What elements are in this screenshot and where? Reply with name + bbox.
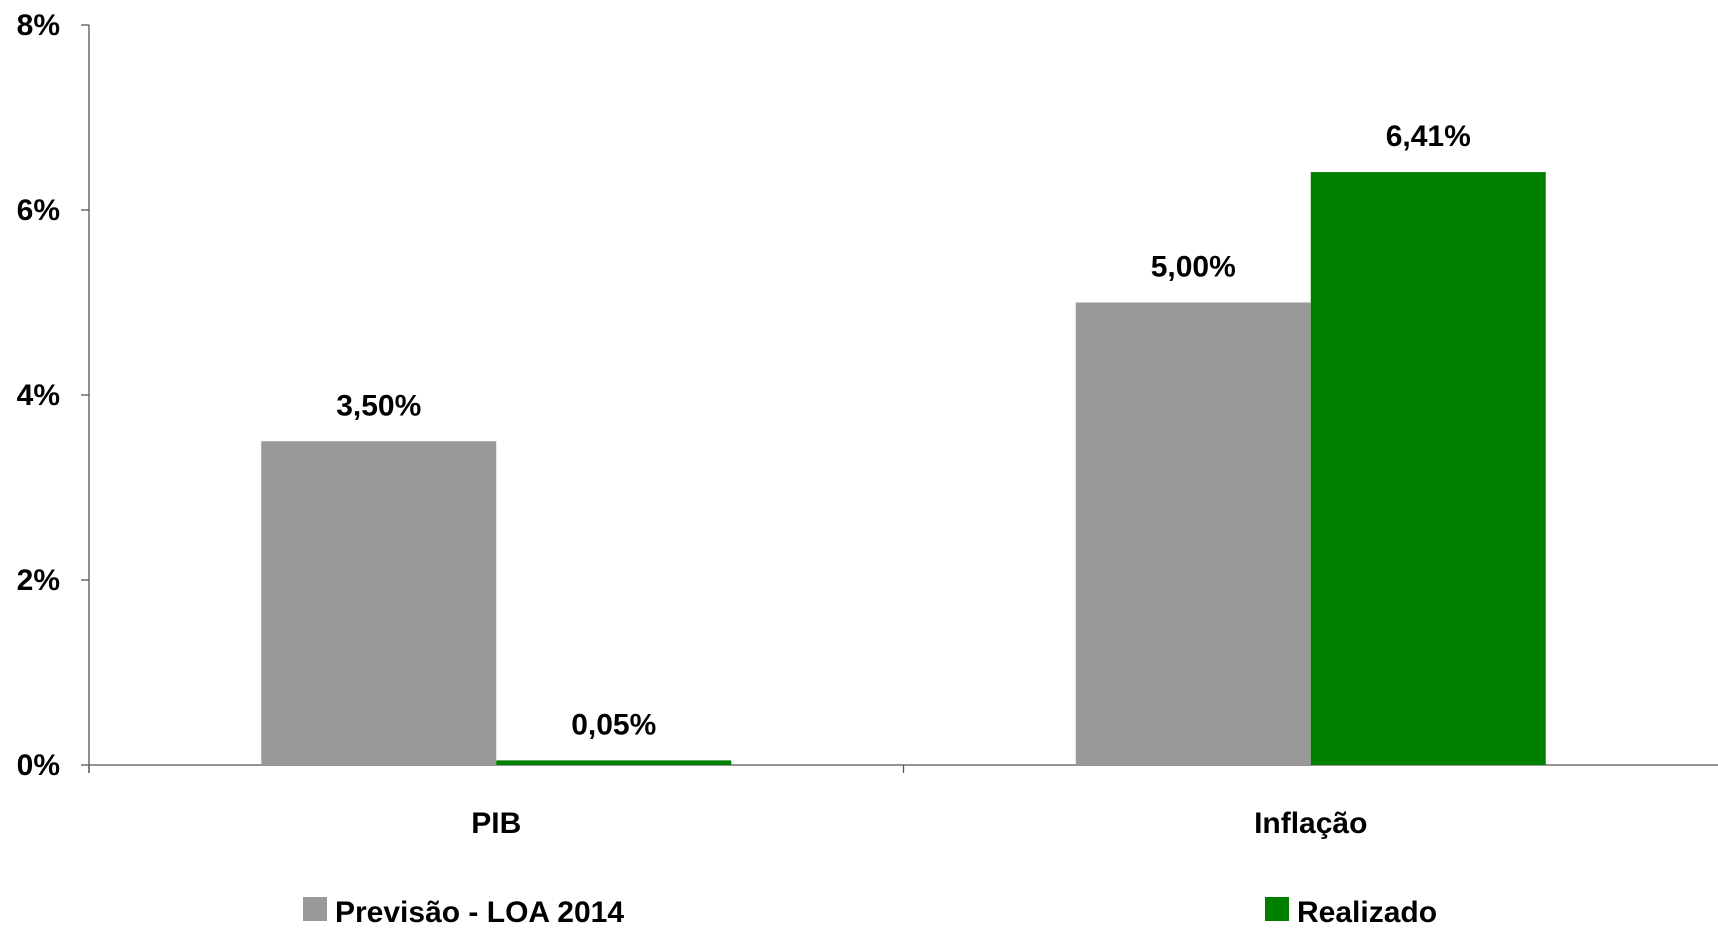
data-label: 5,00% [1151, 251, 1236, 284]
legend-swatch [303, 897, 327, 921]
y-tick-label: 6% [17, 194, 60, 227]
x-tick-label: PIB [471, 807, 521, 840]
legend-label: Realizado [1297, 896, 1437, 929]
bar [1310, 172, 1546, 765]
data-label: 3,50% [336, 389, 421, 422]
bar [1075, 302, 1311, 765]
legend-label: Previsão - LOA 2014 [335, 896, 624, 929]
y-tick-label: 8% [17, 9, 60, 42]
x-tick-label: Inflação [1254, 807, 1367, 840]
legend: Previsão - LOA 2014 Realizado [303, 896, 1437, 929]
data-label: 6,41% [1386, 120, 1471, 153]
bars [261, 172, 1546, 765]
y-tick-label: 2% [17, 564, 60, 597]
bar [496, 760, 732, 765]
y-tick-label: 4% [17, 379, 60, 412]
legend-swatch [1265, 897, 1289, 921]
data-label: 0,05% [571, 708, 656, 741]
data-labels: 3,50% 0,05% 5,00% 6,41% [336, 120, 1471, 741]
y-tick-label: 0% [17, 749, 60, 782]
axes: 0% 2% 4% 6% 8% PIB Inflação [17, 9, 1718, 840]
bar [261, 441, 497, 765]
